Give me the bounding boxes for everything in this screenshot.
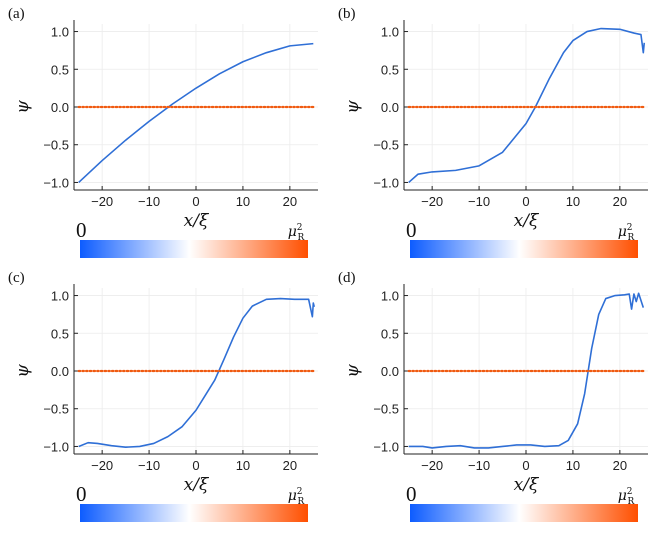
x-tick-label: −10 xyxy=(138,194,160,209)
x-tick-label: 0 xyxy=(522,458,529,473)
panel-b: (b) −20 −10 0 10 20 −1.0 −0.5 0.0 0.5 1.0 x/ξ ψ 0 μ2 R xyxy=(338,6,648,258)
colorbar-left-label: 0 xyxy=(76,218,87,242)
x-tick-label: 20 xyxy=(613,194,627,209)
colorbar-right-label-sup: 2 xyxy=(297,487,303,497)
x-tick-label: 10 xyxy=(236,458,250,473)
y-tick-label: 0.0 xyxy=(381,100,399,115)
colorbar-right-label: μ2 R xyxy=(618,487,635,507)
x-tick-label: 0 xyxy=(192,194,199,209)
x-tick-label: −20 xyxy=(421,194,443,209)
panel-label: (a) xyxy=(8,6,25,22)
x-axis-label: x/ξ xyxy=(184,211,210,231)
y-tick-label: 0.5 xyxy=(381,326,399,341)
x-tick-label: −20 xyxy=(91,194,113,209)
panel-label: (c) xyxy=(8,270,25,286)
colorbar xyxy=(410,240,638,258)
y-tick-label: 1.0 xyxy=(381,289,399,304)
colorbar-right-label-base: μ xyxy=(288,224,297,240)
x-tick-label: 10 xyxy=(566,194,580,209)
colorbar xyxy=(80,504,308,522)
y-tick-label: −1.0 xyxy=(43,439,69,454)
psi-line xyxy=(408,27,646,184)
x-tick-label: 10 xyxy=(566,458,580,473)
colorbar-right-label-sub: R xyxy=(298,497,305,507)
x-tick-label: −20 xyxy=(91,458,113,473)
colorbar-right-label: μ2 R xyxy=(618,223,635,243)
x-tick-label: 20 xyxy=(283,458,297,473)
colorbar-left-label: 0 xyxy=(76,482,87,506)
y-tick-label: −1.0 xyxy=(43,175,69,190)
x-tick-label: −10 xyxy=(468,458,490,473)
colorbar-right-label-base: μ xyxy=(618,488,627,504)
y-tick-label: −0.5 xyxy=(373,138,399,153)
y-tick-label: −0.5 xyxy=(43,402,69,417)
colorbar-right-label: μ2 R xyxy=(288,487,305,507)
panel-label: (d) xyxy=(338,270,356,286)
colorbar-left-label: 0 xyxy=(406,218,417,242)
y-tick-label: −0.5 xyxy=(43,138,69,153)
x-axis-label: x/ξ xyxy=(514,211,540,231)
colorbar-right-label-base: μ xyxy=(618,224,627,240)
panel-label: (b) xyxy=(338,6,356,22)
y-tick-label: 0.0 xyxy=(51,100,69,115)
colorbar-right-label-sub: R xyxy=(628,497,635,507)
y-tick-label: 0.5 xyxy=(381,62,399,77)
colorbar xyxy=(410,504,638,522)
colorbar xyxy=(80,240,308,258)
y-tick-label: 0.0 xyxy=(51,364,69,379)
y-tick-label: 1.0 xyxy=(51,289,69,304)
x-tick-label: 0 xyxy=(522,194,529,209)
y-axis-label: ψ xyxy=(343,364,363,378)
y-tick-label: −1.0 xyxy=(373,175,399,190)
colorbar-left-label: 0 xyxy=(406,482,417,506)
x-tick-label: −10 xyxy=(468,194,490,209)
panel-d: (d) −20 −10 0 10 20 −1.0 −0.5 0.0 0.5 1.0 x/ξ ψ 0 μ2 R xyxy=(338,270,648,522)
x-tick-label: 10 xyxy=(236,194,250,209)
y-tick-label: 0.0 xyxy=(381,364,399,379)
x-tick-label: 20 xyxy=(283,194,297,209)
x-tick-label: −10 xyxy=(138,458,160,473)
psi-line xyxy=(78,297,316,449)
y-axis-label: ψ xyxy=(13,364,33,378)
y-axis-label: ψ xyxy=(343,100,363,114)
x-axis-label: x/ξ xyxy=(514,475,540,495)
colorbar-right-label-base: μ xyxy=(288,488,297,504)
y-tick-label: 0.5 xyxy=(51,326,69,341)
x-axis-label: x/ξ xyxy=(184,475,210,495)
x-tick-label: 20 xyxy=(613,458,627,473)
psi-line xyxy=(78,42,314,184)
panel-c: (c) −20 −10 0 10 20 −1.0 −0.5 0.0 0.5 1.0 x/ξ ψ 0 μ2 R xyxy=(8,270,318,522)
x-tick-label: −20 xyxy=(421,458,443,473)
colorbar-right-label-sub: R xyxy=(298,233,305,243)
y-axis-label: ψ xyxy=(13,100,33,114)
colorbar-right-label-sup: 2 xyxy=(297,223,303,233)
colorbar-right-label-sub: R xyxy=(628,233,635,243)
y-tick-label: 1.0 xyxy=(51,25,69,40)
y-tick-label: −1.0 xyxy=(373,439,399,454)
y-tick-label: 1.0 xyxy=(381,25,399,40)
x-tick-label: 0 xyxy=(192,458,199,473)
colorbar-right-label-sup: 2 xyxy=(627,487,633,497)
y-tick-label: −0.5 xyxy=(373,402,399,417)
y-tick-label: 0.5 xyxy=(51,62,69,77)
psi-line xyxy=(408,292,645,449)
colorbar-right-label-sup: 2 xyxy=(627,223,633,233)
colorbar-right-label: μ2 R xyxy=(288,223,305,243)
panel-a: (a) −20 −10 0 10 20 −1.0 −0.5 0.0 0.5 1.0 x/ξ ψ 0 μ2 R xyxy=(8,6,318,258)
